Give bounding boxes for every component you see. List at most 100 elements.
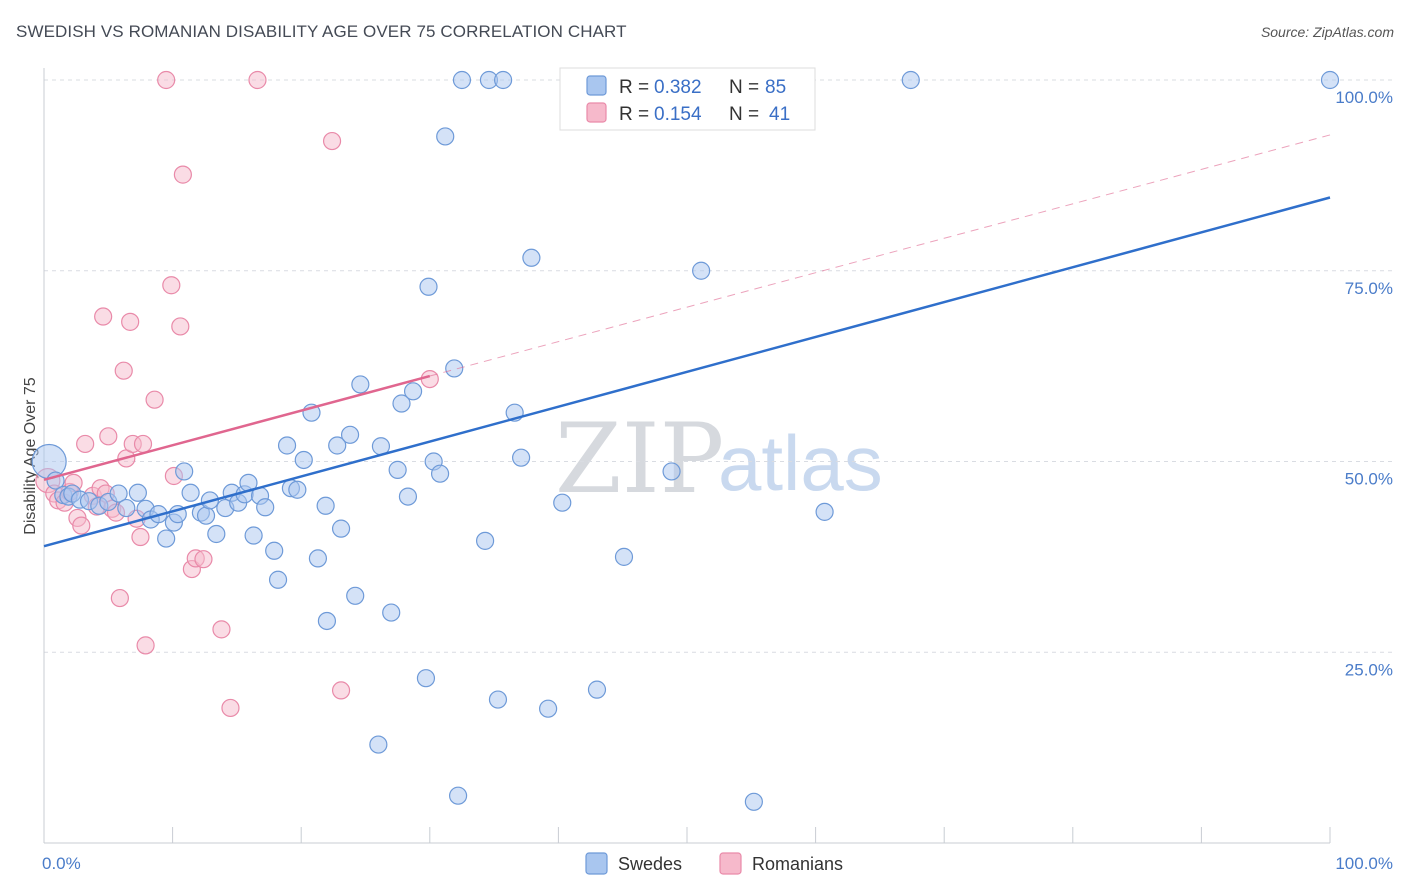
swedes-point-34	[277, 436, 297, 455]
bottom-legend-label-romanians: Romanians	[752, 854, 843, 874]
swedes-point-73	[662, 462, 681, 481]
swedes-point-39	[308, 549, 328, 568]
swedes-point-15	[157, 529, 176, 548]
bottom-legend-label-swedes: Swedes	[618, 854, 682, 874]
romanians-point-39	[331, 681, 351, 700]
swedes-point-40	[316, 496, 335, 515]
swedes-point-78	[901, 70, 920, 90]
legend-n-value-romanians: 41	[769, 104, 790, 125]
swedes-point-54	[416, 669, 436, 688]
swedes-point-62	[475, 531, 495, 550]
series-legend: Swedes Romanians	[585, 852, 843, 875]
legend-r-label-romanians: R =	[619, 104, 649, 125]
swedes-point-67	[512, 448, 531, 467]
swedes-point-36	[288, 480, 307, 499]
swedes-point-43	[331, 519, 351, 538]
legend-n-value-swedes: 85	[765, 77, 786, 98]
romanians-point-27	[157, 70, 176, 90]
romanians-point-20	[121, 312, 140, 331]
swedes-point-33	[268, 570, 288, 589]
swedes-point-58	[436, 127, 455, 146]
trend-line-swedes	[43, 196, 1331, 548]
y-axis-label: Disability Age Over 75	[22, 377, 39, 535]
swedes-point-47	[369, 735, 388, 754]
swedes-point-41	[317, 611, 337, 631]
swedes-point-69	[539, 699, 558, 718]
romanians-point-12	[94, 307, 113, 326]
swedes-point-72	[614, 547, 634, 566]
swedes-point-55	[419, 277, 438, 296]
grid-lines	[44, 79, 1392, 653]
swedes-point-42	[328, 436, 347, 455]
watermark: ZIP atlas	[555, 403, 883, 515]
legend-r-value-romanians: 0.154	[654, 104, 702, 125]
romanians-point-31	[173, 165, 192, 184]
romanians-point-28	[162, 276, 181, 295]
swedes-point-32	[265, 541, 284, 560]
swedes-point-37	[294, 450, 313, 470]
y-axis-tick-labels: 25.0% 50.0% 75.0% 100.0%	[1335, 88, 1393, 679]
romanians-point-35	[212, 620, 231, 639]
swedes-point-9	[109, 484, 128, 503]
swedes-point-18	[175, 462, 194, 481]
swedes-point-45	[346, 586, 365, 605]
y-tick-label-0: 25.0%	[1345, 660, 1393, 679]
romanians-point-25	[136, 636, 155, 655]
romanians-point-14	[99, 427, 118, 446]
x-axis-ticks: 0.0% 100.0%	[42, 827, 1393, 873]
swedes-point-11	[128, 483, 147, 502]
y-tick-label-1: 50.0%	[1345, 470, 1393, 489]
romanians-point-17	[110, 588, 129, 608]
trend-line-romanians	[43, 374, 431, 482]
swedes-point-79	[1320, 70, 1340, 90]
swedes-point-51	[392, 394, 411, 413]
romanians-point-26	[145, 390, 164, 409]
swedes-point-53	[403, 382, 423, 401]
romanians-point-18	[114, 361, 133, 380]
romanians-point-7	[72, 516, 91, 535]
chart-source: Source: ZipAtlas.com	[1260, 24, 1394, 40]
legend-r-label-swedes: R =	[619, 77, 649, 98]
romanians-point-34	[194, 550, 213, 569]
bottom-legend-swatch-romanians	[719, 852, 742, 875]
correlation-legend: R = 0.382 N = 85 R = 0.154 N = 41	[559, 67, 816, 131]
swedes-point-10	[117, 498, 136, 518]
legend-n-label-romanians: N =	[729, 104, 759, 125]
swedes-point-64	[488, 690, 508, 709]
y-tick-label-3: 100.0%	[1335, 88, 1393, 107]
romanians-point-8	[76, 434, 95, 454]
swedes-point-65	[494, 70, 513, 90]
legend-r-value-swedes: 0.382	[654, 77, 702, 98]
watermark-zip: ZIP	[555, 403, 724, 515]
romanians-point-37	[248, 70, 267, 90]
y-tick-label-2: 75.0%	[1345, 279, 1393, 298]
chart-title: SWEDISH VS ROMANIAN DISABILITY AGE OVER …	[16, 22, 627, 41]
legend-swatch-swedes	[586, 75, 607, 96]
x-tick-label-0: 0.0%	[42, 854, 81, 873]
swedes-point-70	[553, 493, 572, 512]
x-tick-label-1: 100.0%	[1335, 854, 1393, 873]
swedes-point-49	[382, 603, 401, 622]
swedes-point-76	[744, 792, 763, 811]
swedes-point-46	[351, 375, 370, 394]
swedes-point-71	[587, 680, 607, 699]
romanians-point-36	[221, 698, 240, 718]
swedes-point-31	[256, 498, 275, 517]
swedes-point-59	[445, 359, 464, 378]
swedes-point-44	[340, 425, 360, 444]
romanians-point-40	[420, 369, 439, 389]
swedes-point-23	[207, 524, 226, 544]
series-swedes-points	[31, 70, 1340, 811]
swedes-point-61	[452, 70, 472, 90]
swedes-point-50	[388, 460, 407, 479]
legend-n-label-swedes: N =	[729, 77, 759, 98]
bottom-legend-swatch-swedes	[585, 852, 608, 875]
trend-lines	[43, 134, 1331, 548]
romanians-point-23	[131, 527, 150, 547]
trend-line-romanians-extension	[429, 134, 1331, 377]
romanians-point-38	[322, 131, 342, 151]
swedes-point-75	[692, 261, 711, 280]
swedes-point-21	[196, 506, 216, 525]
legend-swatch-romanians	[586, 102, 607, 123]
